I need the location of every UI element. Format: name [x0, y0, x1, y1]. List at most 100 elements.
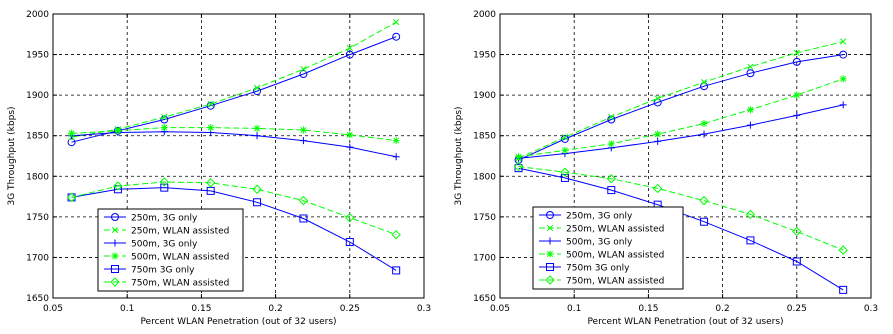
x-tick-label: 0.1 — [567, 304, 581, 314]
series-line — [71, 127, 397, 142]
y-tick-label: 2000 — [26, 10, 49, 20]
legend-label: 250m, 3G only — [131, 214, 198, 224]
data-point — [207, 124, 215, 132]
data-point — [113, 181, 123, 191]
legend-entry: 750m 3G only — [539, 263, 630, 274]
x-tick-label: 0.25 — [340, 304, 360, 314]
x-tick-label: 0.15 — [638, 304, 658, 314]
legend-marker — [546, 250, 554, 258]
data-point — [392, 32, 401, 41]
legend-entry: 250m, WLAN assisted — [104, 227, 229, 237]
data-point — [346, 143, 354, 151]
series-line — [518, 78, 844, 158]
y-tick-label: 2000 — [473, 10, 496, 20]
series-line — [518, 104, 844, 159]
data-point — [299, 70, 308, 79]
data-point — [514, 164, 523, 173]
x-tick-label: 0.05 — [490, 304, 510, 314]
x-tick-label: 0.3 — [864, 304, 878, 314]
data-point — [839, 285, 848, 294]
data-point — [68, 129, 76, 137]
data-point — [206, 101, 215, 110]
legend-marker — [111, 252, 119, 260]
legend-entry: 500m, 3G only — [104, 239, 198, 250]
series-line — [71, 131, 397, 158]
data-point — [792, 57, 801, 66]
legend-box — [97, 208, 244, 292]
legend-marker — [546, 237, 554, 245]
y-tick-label: 1800 — [473, 172, 496, 182]
chart-panel-1: 0.05 0.1 0.15 0.2 0.25 0.3 1650 1700 1750 1800 185… — [7, 10, 431, 327]
data-point — [839, 75, 847, 83]
series-line — [71, 36, 397, 143]
data-point — [793, 91, 801, 99]
x-tick-label: 0.05 — [43, 304, 63, 314]
data-point — [345, 238, 354, 247]
y-axis-label: 3G Throughput (kbps) — [454, 106, 464, 205]
axes-box — [52, 13, 425, 299]
data-point — [746, 106, 754, 114]
data-point — [560, 167, 570, 177]
data-point — [606, 174, 617, 184]
data-point — [393, 18, 400, 26]
data-point — [253, 84, 261, 91]
chart-panel-2: 0.05 0.1 0.15 0.2 0.25 0.3 1650 1700 1750 1800 185… — [454, 10, 878, 327]
data-point — [205, 178, 216, 188]
legend-label: 500m, WLAN assisted — [131, 253, 229, 263]
series-6 — [66, 177, 401, 240]
data-point — [654, 130, 662, 138]
data-point — [391, 230, 401, 240]
data-point — [513, 161, 524, 172]
data-point — [792, 257, 801, 266]
data-point — [561, 134, 569, 141]
series-3 — [515, 101, 847, 162]
data-point — [300, 66, 307, 73]
data-point — [792, 226, 802, 237]
series-4 — [515, 75, 847, 161]
data-point — [345, 50, 354, 59]
data-point — [652, 183, 663, 194]
data-point — [560, 173, 569, 182]
data-point — [299, 126, 307, 134]
legend-entry: 750m, WLAN assisted — [539, 275, 664, 287]
data-point — [746, 236, 755, 245]
data-point — [793, 49, 800, 57]
y-tick-label: 1850 — [473, 132, 496, 142]
data-point — [838, 245, 848, 255]
legend-entry: 750m, WLAN assisted — [104, 277, 229, 289]
data-point — [607, 140, 615, 148]
data-point — [114, 127, 122, 135]
legend-marker — [546, 263, 554, 271]
legend-marker — [111, 239, 119, 247]
data-point — [345, 212, 355, 223]
legend-marker — [111, 226, 119, 234]
y-tick-label: 1700 — [473, 253, 496, 263]
data-point — [745, 209, 756, 220]
data-point — [515, 153, 523, 161]
data-point — [746, 69, 755, 78]
legend-entry: 250m, 3G only — [104, 213, 198, 224]
y-tick-label: 1750 — [26, 213, 49, 223]
data-point — [561, 146, 569, 154]
legend-entry: 500m, 3G only — [539, 237, 633, 248]
series-6 — [513, 161, 848, 255]
data-point — [607, 115, 616, 124]
y-axis-label: 3G Throughput (kbps) — [7, 106, 17, 205]
legend-label: 250m, WLAN assisted — [131, 227, 229, 237]
data-point — [839, 50, 848, 59]
legend-label: 500m, 3G only — [566, 238, 633, 248]
legend-entry: 250m, 3G only — [539, 211, 633, 222]
data-point — [700, 79, 708, 86]
legend-box — [532, 206, 684, 290]
y-tick-label: 1750 — [473, 213, 496, 223]
x-axis-label: Percent WLAN Penetration (out of 32 user… — [587, 317, 783, 327]
legend-marker — [110, 277, 120, 287]
y-tick-label: 1900 — [26, 91, 49, 101]
data-point — [793, 111, 801, 119]
x-tick-label: 0.1 — [120, 304, 134, 314]
series-line — [71, 187, 397, 271]
legend-label: 750m, WLAN assisted — [131, 279, 229, 289]
data-point — [253, 198, 262, 207]
y-tick-label: 1850 — [26, 132, 49, 142]
